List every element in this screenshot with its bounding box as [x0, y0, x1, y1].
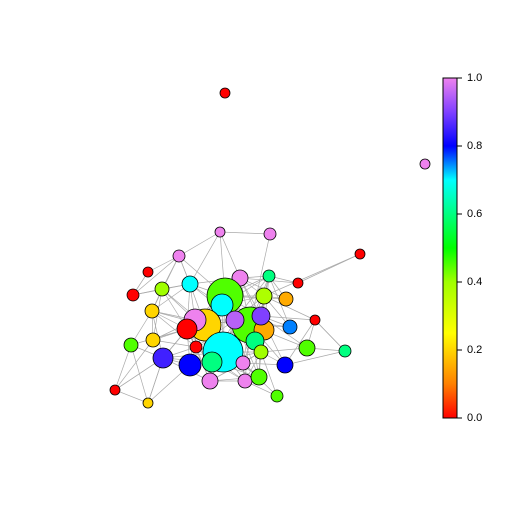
node: [145, 332, 161, 348]
node: [201, 351, 223, 373]
colorbar-tick-label: 0.6: [467, 208, 482, 220]
node: [263, 227, 277, 241]
node: [338, 344, 352, 358]
colorbar-tick-label: 0.2: [467, 344, 482, 356]
node: [178, 353, 202, 377]
node: [144, 303, 160, 319]
nodes: [109, 87, 431, 409]
node: [214, 226, 226, 238]
node: [250, 368, 268, 386]
node: [298, 339, 316, 357]
colorbar-tick-label: 1.0: [467, 72, 482, 84]
node: [219, 87, 231, 99]
node: [262, 269, 276, 283]
node: [154, 281, 170, 297]
node: [189, 340, 203, 354]
edge: [114, 344, 132, 391]
node: [201, 372, 219, 390]
node: [282, 319, 298, 335]
node: [181, 275, 199, 293]
node: [176, 318, 198, 340]
node: [109, 384, 121, 396]
node: [225, 310, 245, 330]
node: [270, 389, 284, 403]
node: [123, 337, 139, 353]
node: [172, 249, 186, 263]
node: [152, 347, 174, 369]
colorbar-tick-label: 0.4: [467, 276, 482, 288]
node: [278, 291, 294, 307]
node: [292, 277, 304, 289]
edge: [260, 351, 278, 397]
colorbar-tick-label: 0.8: [467, 140, 482, 152]
colorbar: [442, 77, 458, 419]
node: [210, 293, 234, 317]
node: [309, 314, 321, 326]
node: [235, 355, 251, 371]
node: [276, 356, 294, 374]
edge: [189, 231, 221, 285]
edge: [219, 231, 271, 235]
node: [251, 306, 271, 326]
node: [237, 373, 253, 389]
edge: [284, 350, 346, 366]
node: [142, 397, 154, 409]
edge: [314, 319, 346, 352]
edge: [263, 295, 316, 321]
edge: [132, 255, 180, 296]
node: [126, 288, 140, 302]
node: [354, 248, 366, 260]
node: [253, 344, 269, 360]
edge: [178, 231, 221, 257]
edge: [263, 253, 361, 297]
edge: [114, 389, 149, 404]
edge: [151, 310, 197, 348]
node: [419, 158, 431, 170]
colorbar-tick-label: 0.0: [467, 412, 482, 424]
node: [142, 266, 154, 278]
node: [255, 287, 273, 305]
edge: [284, 319, 316, 366]
edge: [114, 339, 154, 391]
